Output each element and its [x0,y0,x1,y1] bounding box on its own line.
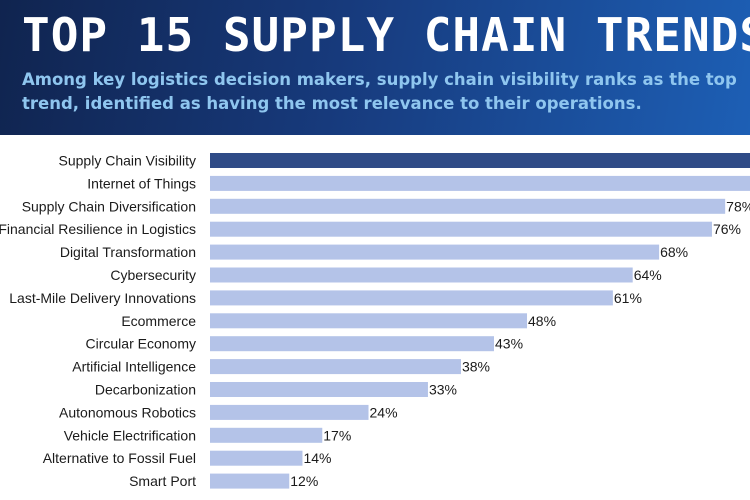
category-label: Decarbonization [95,382,196,398]
bar [210,267,633,283]
category-label: Financial Resilience in Logistics [0,221,196,237]
category-label: Supply Chain Diversification [22,198,196,214]
value-label: 78% [726,198,750,214]
category-label: Cybersecurity [110,267,196,283]
bar [210,359,461,375]
category-label: Last-Mile Delivery Innovations [9,290,196,306]
category-label: Autonomous Robotics [59,404,196,420]
category-label: Circular Economy [86,336,196,352]
value-label: 17% [323,427,351,443]
value-label: 12% [290,473,318,489]
value-label: 38% [462,359,490,375]
bar [210,336,494,352]
category-label: Artificial Intelligence [72,359,196,375]
category-label: Alternative to Fossil Fuel [43,450,196,466]
bar [210,153,750,168]
trends-bar-chart: Supply Chain Visibility86%Internet of Th… [0,153,750,489]
category-label: Smart Port [129,473,196,489]
value-label: 43% [495,336,523,352]
value-label: 48% [528,313,556,329]
category-label: Vehicle Electrification [64,427,196,443]
bar [210,290,613,306]
value-label: 76% [713,221,741,237]
category-label: Ecommerce [121,313,196,329]
bar [210,382,428,397]
bar [210,244,660,260]
value-label: 14% [303,450,331,466]
value-label: 33% [429,382,457,398]
category-label: Digital Transformation [60,244,196,260]
value-label: 24% [370,404,398,420]
value-label: 61% [614,290,642,306]
bar [210,198,726,214]
bar [210,427,323,443]
bar [210,221,712,237]
category-label: Supply Chain Visibility [59,153,196,169]
header-banner: TOP 15 SUPPLY CHAIN TRENDS Among key log… [0,0,750,135]
category-label: Internet of Things [87,175,196,191]
page-subtitle: Among key logistics decision makers, sup… [22,70,737,113]
bar [210,473,290,489]
value-label: 68% [660,244,688,260]
bar [210,175,750,191]
bar [210,313,528,329]
bar [210,450,303,466]
value-label: 64% [634,267,662,283]
page-title: TOP 15 SUPPLY CHAIN TRENDS [22,8,750,62]
bar [210,404,369,420]
